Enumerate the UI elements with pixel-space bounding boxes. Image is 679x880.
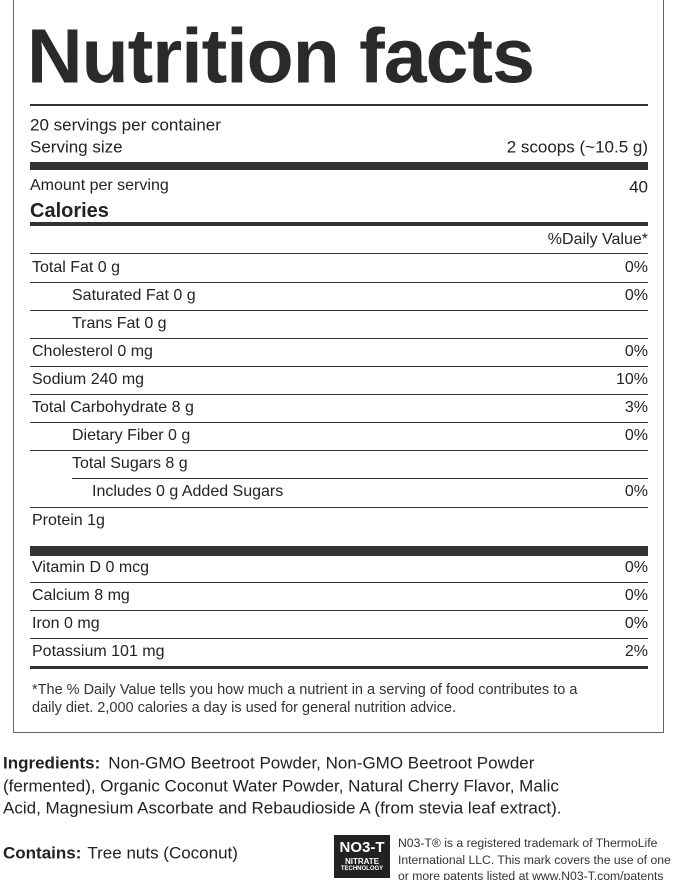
vitamin-daily-value: 2%: [624, 643, 648, 660]
logo-mark: NO3-T: [339, 839, 385, 856]
rule: [30, 422, 648, 423]
contains-text: Tree nuts (Coconut): [87, 843, 238, 863]
nutrient-name: Dietary Fiber 0 g: [72, 427, 191, 444]
nutrient-daily-value: 3%: [624, 399, 648, 416]
rule: [30, 507, 648, 508]
rule: [30, 610, 648, 611]
nutrient-name: Sodium 240 mg: [32, 371, 145, 388]
nutrient-daily-value: 0%: [624, 483, 648, 500]
trademark-notice: International LLC. This mark covers the …: [398, 852, 671, 867]
rule: [30, 162, 648, 170]
nutrient-name: Total Carbohydrate 8 g: [32, 399, 194, 416]
nutrient-name: Protein 1g: [32, 512, 105, 529]
serving-size-label: Serving size: [30, 137, 123, 157]
ingredients-text: Acid, Magnesium Ascorbate and Rebaudiosi…: [3, 798, 562, 818]
daily-value-header: %Daily Value*: [547, 231, 648, 248]
nutrient-daily-value: 0%: [624, 427, 648, 444]
rule: [30, 338, 648, 339]
rule: [30, 450, 648, 451]
rule: [30, 104, 648, 106]
footnote: daily diet. 2,000 calories a day is used…: [32, 699, 456, 716]
rule: [30, 394, 648, 395]
ingredients-label: Ingredients:: [3, 753, 101, 773]
rule: [30, 282, 648, 283]
logo: NO3-T NITRATE TECHNOLOGY: [334, 835, 390, 878]
logo-line: NITRATE: [344, 857, 380, 866]
nutrient-daily-value: 0%: [624, 287, 648, 304]
nutrient-name: Total Fat 0 g: [32, 259, 121, 276]
vitamin-name: Calcium 8 mg: [32, 587, 130, 604]
servings-per-container: 20 servings per container: [30, 115, 221, 135]
rule: [30, 222, 648, 226]
nutrient-daily-value: 10%: [615, 371, 648, 388]
ingredients-text: Non-GMO Beetroot Powder, Non-GMO Beetroo…: [108, 753, 535, 773]
nutrient-name: Total Sugars 8 g: [72, 455, 188, 472]
logo-line: TECHNOLOGY: [340, 866, 384, 872]
contains-label: Contains:: [3, 843, 82, 863]
vitamin-name: Iron 0 mg: [32, 615, 100, 632]
nutrient-daily-value: 0%: [624, 259, 648, 276]
vitamin-name: Potassium 101 mg: [32, 643, 165, 660]
nutrient-name: Saturated Fat 0 g: [72, 287, 196, 304]
label-box: [13, 0, 664, 733]
vitamin-daily-value: 0%: [624, 615, 648, 632]
nutrient-name: Includes 0 g Added Sugars: [92, 483, 284, 500]
rule: [30, 366, 648, 367]
title: Nutrition facts: [27, 13, 535, 100]
trademark-notice: N03-T® is a registered trademark of Ther…: [398, 835, 658, 850]
vitamin-daily-value: 0%: [624, 587, 648, 604]
vitamin-name: Vitamin D 0 mcg: [32, 559, 150, 576]
amount-per-serving: Amount per serving: [30, 177, 169, 194]
rule: [30, 582, 648, 583]
rule: [72, 478, 648, 479]
ingredients-text: (fermented), Organic Coconut Water Powde…: [3, 776, 559, 795]
footnote: *The % Daily Value tells you how much a …: [32, 681, 578, 698]
rule: [30, 638, 648, 639]
nutrient-name: Cholesterol 0 mg: [32, 343, 153, 360]
nutrient-daily-value: 0%: [624, 343, 648, 360]
nutrient-name: Trans Fat 0 g: [72, 315, 167, 332]
calories-label: Calories: [30, 200, 109, 222]
trademark-notice: or more patents listed at www.N03-T.com/…: [398, 868, 664, 880]
calories: 40: [629, 177, 648, 197]
rule: [30, 666, 648, 669]
rule: [30, 310, 648, 311]
vitamin-daily-value: 0%: [624, 559, 648, 576]
rule: [30, 253, 648, 254]
rule: [30, 546, 648, 556]
serving-size: 2 scoops (~10.5 g): [506, 137, 648, 157]
